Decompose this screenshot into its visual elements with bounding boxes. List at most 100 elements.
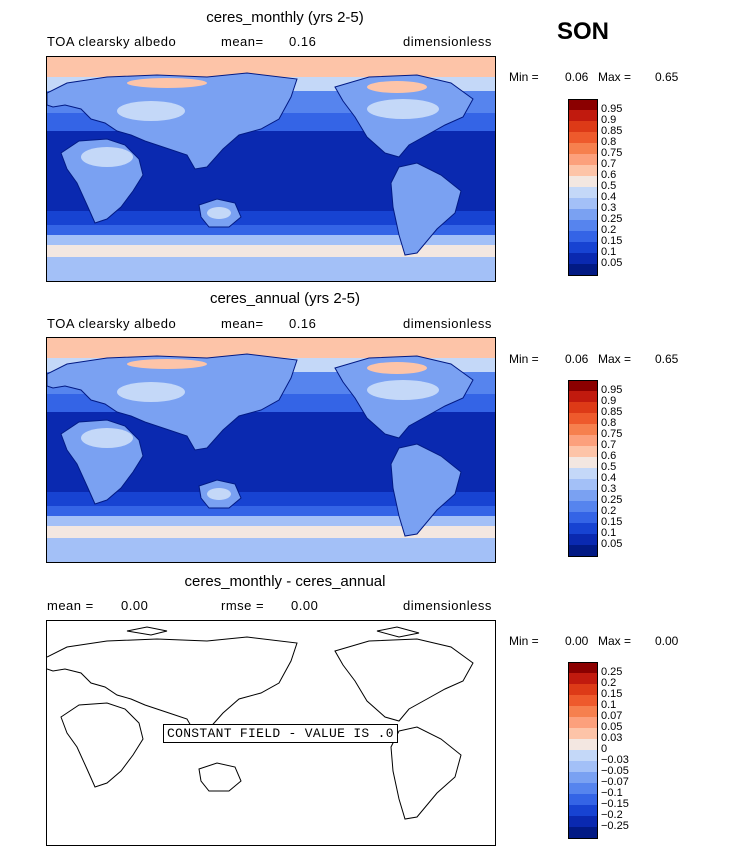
- panel-2-max-value: 0.65: [655, 352, 679, 366]
- colorbar-swatch: [568, 728, 598, 739]
- colorbar-swatch: [568, 479, 598, 490]
- panel-2-units: dimensionless: [403, 316, 492, 331]
- colorbar-swatch: [568, 717, 598, 728]
- colorbar-level-label: 0.85: [601, 406, 623, 418]
- panel-3-units: dimensionless: [403, 598, 492, 613]
- panel-2-colorbar: 0.95 0.9 0.85 0.8 0.75 0.7 0.6 0.5 0.4 0.3 0.25 0.2…: [568, 380, 658, 557]
- colorbar-swatch: [568, 490, 598, 501]
- panel-1-max-label: Max =: [598, 70, 632, 84]
- colorbar-level-label: 0.1: [601, 246, 617, 258]
- panel-1-mean-label: mean=: [221, 34, 264, 49]
- colorbar-swatch: [568, 121, 598, 132]
- colorbar-swatch: [568, 684, 598, 695]
- panel-3-min-value: 0.00: [565, 634, 589, 648]
- colorbar-swatch: [568, 523, 598, 534]
- colorbar-swatch: [568, 457, 598, 468]
- colorbar-level-label: 0.85: [601, 125, 623, 137]
- panel-2-min-label: Min =: [509, 352, 539, 366]
- colorbar-level-label: 0.15: [601, 516, 623, 528]
- colorbar-level-label: −0.03: [601, 754, 629, 766]
- albedo-map-annual: [47, 338, 495, 562]
- colorbar-level-label: 0.6: [601, 169, 617, 181]
- colorbar-swatch: [568, 110, 598, 121]
- panel-1-min-label: Min =: [509, 70, 539, 84]
- colorbar-level-label: 0.6: [601, 450, 617, 462]
- colorbar-level-label: 0.75: [601, 147, 623, 159]
- colorbar-swatch: [568, 220, 598, 231]
- colorbar-swatch: [568, 706, 598, 717]
- panel-1-map: [46, 56, 496, 282]
- colorbar-level-label: 0.5: [601, 461, 617, 473]
- panel-2-title: ceres_annual (yrs 2-5): [209, 290, 361, 307]
- colorbar-level-label: 0.05: [601, 257, 623, 269]
- colorbar-level-label: 0.4: [601, 191, 617, 203]
- panel-2-max-label: Max =: [598, 352, 632, 366]
- panel-1-mean-value: 0.16: [289, 34, 317, 49]
- colorbar-level-label: −0.15: [601, 798, 629, 810]
- colorbar-level-label: −0.2: [601, 809, 623, 821]
- colorbar-swatch: [568, 143, 598, 154]
- colorbar-swatch: [568, 187, 598, 198]
- panel-3-mean-value: 0.00: [121, 598, 149, 613]
- colorbar-level-label: 0.8: [601, 417, 617, 429]
- colorbar-level-label: 0.3: [601, 483, 617, 495]
- colorbar-swatch: [568, 512, 598, 523]
- colorbar-swatch: [568, 435, 598, 446]
- panel-1-max-value: 0.65: [655, 70, 679, 84]
- colorbar-swatch: [568, 827, 598, 839]
- panel-1-colorbar: 0.95 0.9 0.85 0.8 0.75 0.7 0.6 0.5 0.4 0.3 0.25 0.2…: [568, 99, 658, 276]
- colorbar-swatch: [568, 424, 598, 435]
- colorbar-swatch: [568, 805, 598, 816]
- panel-1-field-name: TOA clearsky albedo: [47, 34, 177, 49]
- colorbar-swatch: [568, 739, 598, 750]
- colorbar-swatch: [568, 772, 598, 783]
- panel-3-rmse-value: 0.00: [291, 598, 319, 613]
- colorbar-swatch: [568, 413, 598, 424]
- colorbar-level-label: 0.15: [601, 688, 623, 700]
- colorbar-swatch: [568, 209, 598, 220]
- colorbar-level-label: 0.2: [601, 677, 617, 689]
- colorbar-level-label: 0.9: [601, 395, 617, 407]
- colorbar-level-label: −0.05: [601, 765, 629, 777]
- colorbar-level-label: 0.15: [601, 235, 623, 247]
- colorbar-swatch: [568, 662, 598, 674]
- colorbar-level-label: −0.1: [601, 787, 623, 799]
- colorbar-swatch: [568, 468, 598, 479]
- colorbar-swatch: [568, 446, 598, 457]
- colorbar-level-label: 0.9: [601, 114, 617, 126]
- colorbar-level-label: 0.2: [601, 224, 617, 236]
- panel-3-title: ceres_monthly - ceres_annual: [184, 573, 386, 590]
- albedo-map-monthly: [47, 57, 495, 281]
- colorbar-swatch: [568, 816, 598, 827]
- colorbar-swatch: [568, 673, 598, 684]
- colorbar-swatch: [568, 402, 598, 413]
- colorbar-swatch: [568, 545, 598, 557]
- panel-2-min-value: 0.06: [565, 352, 589, 366]
- colorbar-swatch: [568, 242, 598, 253]
- colorbar-swatch: [568, 264, 598, 276]
- colorbar-swatch: [568, 534, 598, 545]
- colorbar-level-label: 0.25: [601, 494, 623, 506]
- panel-3-max-value: 0.00: [655, 634, 679, 648]
- panel-3-mean-label: mean =: [47, 598, 94, 613]
- colorbar-swatch: [568, 750, 598, 761]
- panel-2-field-name: TOA clearsky albedo: [47, 316, 177, 331]
- colorbar-swatch: [568, 783, 598, 794]
- panel-3-min-label: Min =: [509, 634, 539, 648]
- panel-2-mean-label: mean=: [221, 316, 264, 331]
- colorbar-level-label: 0.3: [601, 202, 617, 214]
- colorbar-level-label: 0.1: [601, 527, 617, 539]
- colorbar-level-label: 0.7: [601, 439, 617, 451]
- colorbar-level-label: 0.95: [601, 384, 623, 396]
- colorbar-swatch: [568, 761, 598, 772]
- constant-field-message: CONSTANT FIELD - VALUE IS .0: [163, 724, 398, 743]
- colorbar-swatch: [568, 695, 598, 706]
- colorbar-level-label: 0.25: [601, 666, 623, 678]
- colorbar-swatch: [568, 501, 598, 512]
- colorbar-level-label: 0.95: [601, 103, 623, 115]
- colorbar-level-label: 0.05: [601, 721, 623, 733]
- panel-2-map: [46, 337, 496, 563]
- panel-3-colorbar: 0.25 0.2 0.15 0.1 0.07 0.05 0.03 0 −0.03 −0.05 −0.…: [568, 662, 658, 839]
- panel-3-rmse-label: rmse =: [221, 598, 265, 613]
- colorbar-swatch: [568, 154, 598, 165]
